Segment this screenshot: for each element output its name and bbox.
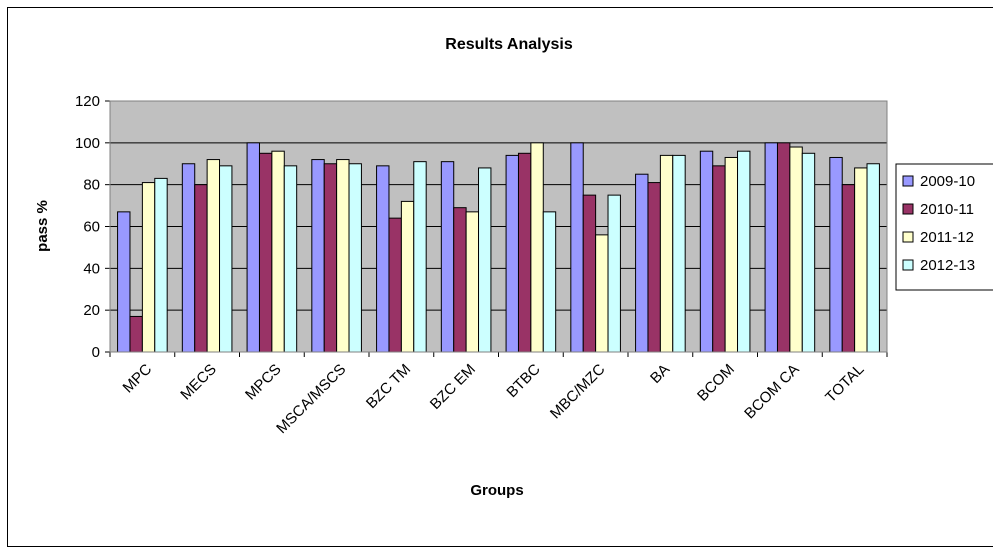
bar-2012-13-bzc-em (478, 167, 492, 353)
bar-2011-12-bcom (724, 156, 739, 353)
bar-2009-10-bzc-tm (376, 165, 390, 353)
legend-swatch (902, 231, 914, 243)
bar-2010-11-mecs (194, 184, 208, 353)
bar-2010-11-bzc-tm (388, 217, 402, 353)
x-tick-label: TOTAL (822, 361, 867, 406)
bar-2010-11-bcom-ca (776, 142, 791, 353)
bar-2012-13-bcom (737, 150, 751, 353)
y-tick-label: 0 (92, 344, 100, 361)
x-tick-label: BA (647, 361, 673, 387)
bar-2011-12-mbc-mzc (595, 234, 609, 353)
bar-2010-11-total (841, 184, 856, 353)
legend-label: 2009-10 (920, 173, 975, 190)
results-analysis-chart: Results Analysis Groups pass % 0 20 40 60 80… (34, 36, 993, 499)
bar-2009-10-mpcs (246, 142, 260, 353)
bar-2010-11-bzc-em (453, 207, 467, 353)
legend-label: 2012-13 (920, 257, 975, 274)
bar-2009-10-msca-mscs (311, 159, 325, 353)
bar-2009-10-btbc (505, 154, 519, 353)
x-tick-label: BZC TM (363, 361, 414, 412)
x-tick-label: BCOM (694, 361, 738, 405)
bar-2011-12-mpc (141, 182, 156, 353)
bar-2011-12-bzc-tm (400, 200, 415, 353)
y-tick-label: 40 (83, 260, 100, 277)
x-axis-label: Groups (470, 482, 523, 499)
bar-2011-12-btbc (530, 142, 544, 353)
bar-2012-13-bzc-tm (413, 161, 427, 353)
legend-label: 2010-11 (920, 201, 974, 218)
bar-2012-13-mpcs (283, 165, 298, 353)
x-tick-label: MECS (177, 361, 220, 404)
bar-2012-13-mbc-mzc (607, 194, 621, 353)
bar-2010-11-btbc (517, 152, 532, 353)
bar-2012-13-mecs (219, 165, 233, 353)
bar-2011-12-bcom-ca (789, 146, 803, 353)
bar-2010-11-mbc-mzc (582, 194, 597, 353)
bar-2012-13-ba (672, 154, 686, 353)
bar-2009-10-bzc-em (440, 161, 455, 353)
bar-2010-11-mpc (129, 315, 143, 353)
x-tick-label: BCOM CA (741, 361, 803, 423)
bar-2009-10-mpc (117, 211, 131, 353)
legend-swatch (902, 203, 914, 215)
bar-2009-10-mbc-mzc (570, 142, 584, 353)
bar-2012-13-mpc (154, 177, 168, 353)
x-tick-label: MBC/MZC (547, 361, 609, 423)
x-tick-label: BZC EM (427, 361, 479, 413)
x-tick-label: MPC (120, 361, 156, 397)
y-axis-label: pass % (34, 200, 51, 252)
x-tick-label: MPCS (242, 361, 285, 404)
legend-swatch (902, 259, 914, 271)
bar-2011-12-mpcs (271, 150, 285, 353)
bar-2011-12-mecs (206, 159, 221, 353)
y-tick-label: 60 (83, 219, 100, 236)
bar-2010-11-mpcs (258, 152, 273, 353)
y-tick-label: 120 (75, 93, 100, 110)
chart-title: Results Analysis (445, 36, 573, 53)
y-tick-label: 80 (83, 177, 100, 194)
legend: 2009-10 2010-11 2011-12 2012-13 (895, 163, 993, 291)
x-tick-label: BTBC (503, 361, 543, 401)
bar-2009-10-total (829, 156, 843, 353)
bar-2011-12-total (854, 167, 868, 353)
bar-2010-11-bcom (712, 165, 726, 353)
bar-2010-11-ba (647, 182, 661, 353)
bar-2009-10-bcom-ca (764, 142, 778, 353)
plot-border (109, 100, 888, 353)
legend-swatch (902, 175, 914, 187)
bar-2012-13-msca-mscs (348, 163, 362, 353)
bar-2011-12-bzc-em (465, 211, 480, 353)
bar-2012-13-total (866, 163, 880, 353)
bar-2012-13-bcom-ca (801, 152, 816, 353)
bar-2012-13-btbc (542, 211, 557, 353)
bar-2011-12-ba (659, 154, 674, 353)
bar-2011-12-msca-mscs (336, 159, 350, 353)
bar-2009-10-mecs (181, 163, 196, 353)
y-tick-label: 20 (83, 302, 100, 319)
y-tick-label: 100 (75, 135, 100, 152)
bar-2009-10-ba (635, 173, 649, 353)
x-tick-label: MSCA/MSCS (273, 361, 349, 437)
bar-2010-11-msca-mscs (323, 163, 338, 353)
bar-2009-10-bcom (699, 150, 714, 353)
legend-label: 2011-12 (920, 229, 974, 246)
